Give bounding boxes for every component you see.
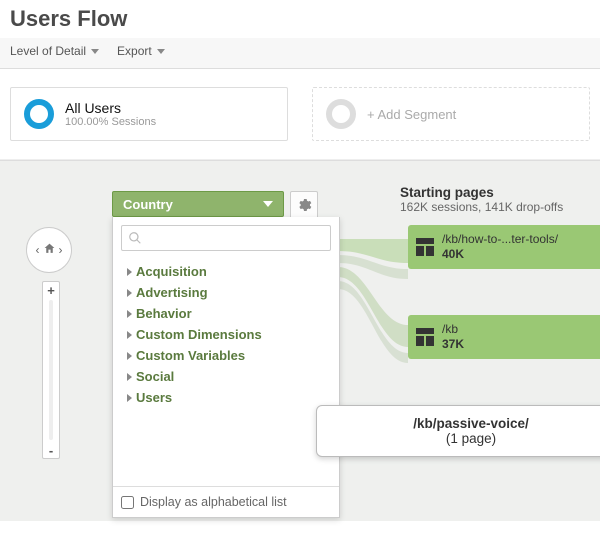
- flow-node[interactable]: /kb 37K: [408, 315, 600, 359]
- dimension-option[interactable]: Users: [121, 387, 339, 408]
- nav-left-icon[interactable]: ‹: [36, 243, 40, 257]
- flow-streams: [338, 233, 408, 373]
- node-label: /kb 37K: [442, 322, 464, 352]
- grip-icon: [416, 328, 434, 346]
- gear-icon: [296, 197, 312, 213]
- home-icon[interactable]: [43, 242, 56, 258]
- segment-title: All Users: [65, 100, 156, 116]
- search-icon: [128, 231, 142, 245]
- dimension-option-label: Advertising: [136, 285, 208, 300]
- dimension-option-label: Behavior: [136, 306, 192, 321]
- dimension-option-label: Users: [136, 390, 172, 405]
- triangle-right-icon: [127, 352, 132, 360]
- add-segment-label: + Add Segment: [367, 107, 456, 122]
- menubar: Level of Detail Export: [0, 38, 600, 69]
- settings-button[interactable]: [290, 191, 318, 219]
- node-path: /kb/how-to-...ter-tools/: [442, 232, 558, 247]
- alphabetical-label: Display as alphabetical list: [140, 495, 287, 509]
- nav-right-icon[interactable]: ›: [59, 243, 63, 257]
- donut-icon: [23, 98, 55, 130]
- node-label: /kb/how-to-...ter-tools/ 40K: [442, 232, 558, 262]
- dimension-option-label: Social: [136, 369, 174, 384]
- dimension-option-label: Custom Variables: [136, 348, 245, 363]
- tooltip-card: /kb/passive-voice/ (1 page): [316, 405, 600, 457]
- add-segment-button[interactable]: + Add Segment: [312, 87, 590, 141]
- export-label: Export: [117, 44, 152, 58]
- zoom-in-button[interactable]: +: [43, 282, 59, 298]
- dimension-option[interactable]: Advertising: [121, 282, 339, 303]
- starting-pages-sub: 162K sessions, 141K drop-offs: [400, 200, 563, 214]
- node-path: /kb: [442, 322, 464, 337]
- alphabetical-checkbox[interactable]: [121, 496, 134, 509]
- starting-pages-title: Starting pages: [400, 185, 563, 200]
- node-count: 37K: [442, 337, 464, 352]
- segment-all-users[interactable]: All Users 100.00% Sessions: [10, 87, 288, 141]
- zoom-track[interactable]: [49, 300, 53, 440]
- dimension-option[interactable]: Custom Variables: [121, 345, 339, 366]
- export-menu[interactable]: Export: [117, 44, 165, 58]
- level-of-detail-label: Level of Detail: [10, 44, 86, 58]
- dimension-search-input[interactable]: [121, 225, 331, 251]
- zoom-slider[interactable]: + -: [42, 281, 60, 459]
- dimension-option-label: Custom Dimensions: [136, 327, 262, 342]
- caret-down-icon: [157, 49, 165, 54]
- dimension-option-label: Acquisition: [136, 264, 207, 279]
- dimension-option[interactable]: Acquisition: [121, 261, 339, 282]
- flow-node[interactable]: /kb/how-to-...ter-tools/ 40K: [408, 225, 600, 269]
- level-of-detail-menu[interactable]: Level of Detail: [10, 44, 99, 58]
- dropdown-footer: Display as alphabetical list: [113, 486, 339, 517]
- triangle-right-icon: [127, 394, 132, 402]
- caret-down-icon: [263, 201, 273, 207]
- dimension-option[interactable]: Behavior: [121, 303, 339, 324]
- triangle-right-icon: [127, 268, 132, 276]
- node-count: 40K: [442, 247, 558, 262]
- tooltip-sub: (1 page): [331, 431, 600, 446]
- tooltip-path: /kb/passive-voice/: [331, 416, 600, 431]
- triangle-right-icon: [127, 331, 132, 339]
- dimension-option[interactable]: Custom Dimensions: [121, 324, 339, 345]
- zoom-out-button[interactable]: -: [43, 442, 59, 458]
- dimension-option-list: Acquisition Advertising Behavior Custom Dim…: [113, 259, 339, 416]
- segment-text: All Users 100.00% Sessions: [65, 100, 156, 128]
- triangle-right-icon: [127, 373, 132, 381]
- starting-pages-header: Starting pages 162K sessions, 141K drop-…: [400, 185, 563, 214]
- dimension-option[interactable]: Social: [121, 366, 339, 387]
- dimension-selected-label: Country: [123, 197, 173, 212]
- dimension-dropdown: Acquisition Advertising Behavior Custom Dim…: [112, 217, 340, 518]
- flow-canvas: ‹ › + - Country Acquisition Advertising Be…: [0, 160, 600, 521]
- triangle-right-icon: [127, 310, 132, 318]
- triangle-right-icon: [127, 289, 132, 297]
- segment-subtitle: 100.00% Sessions: [65, 116, 156, 128]
- page-title: Users Flow: [0, 0, 600, 38]
- pan-nav[interactable]: ‹ ›: [26, 227, 72, 273]
- grip-icon: [416, 238, 434, 256]
- segment-bar: All Users 100.00% Sessions + Add Segment: [0, 69, 600, 160]
- donut-empty-icon: [325, 98, 357, 130]
- dimension-select[interactable]: Country: [112, 191, 284, 217]
- caret-down-icon: [91, 49, 99, 54]
